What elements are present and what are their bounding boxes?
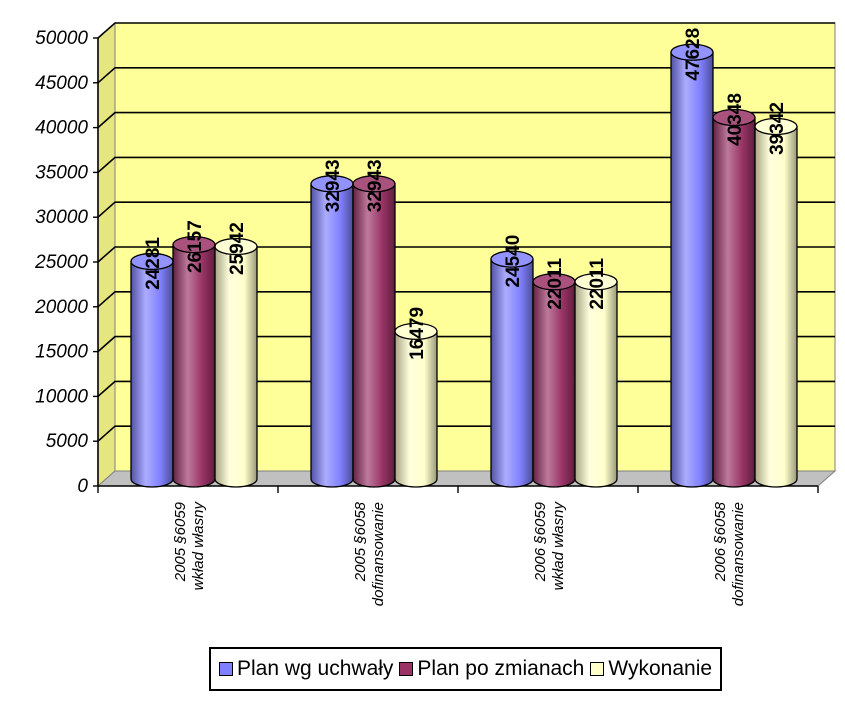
- y-tick-label: 35000: [35, 162, 88, 183]
- gridline: [97, 111, 835, 129]
- gridline: [97, 201, 835, 218]
- legend-swatch: [399, 662, 414, 676]
- value-labels: 24281 26157 25942 32943 32943 16479 24540 22011…: [143, 28, 788, 360]
- bar-body: [490, 258, 534, 488]
- bar-body: [394, 330, 438, 488]
- gridline: [97, 156, 835, 173]
- gridline: [97, 246, 835, 263]
- legend-label: Plan wg uchwały: [237, 657, 394, 680]
- bar-body: [172, 243, 216, 488]
- bar-top: [394, 322, 438, 340]
- legend: Plan wg uchwały Plan po zmianach Wykonanie: [209, 647, 723, 691]
- bar: [310, 175, 354, 488]
- y-tick-label: 10000: [35, 386, 88, 407]
- gridline: [97, 67, 835, 84]
- bar: [754, 117, 798, 488]
- bar: [394, 322, 438, 488]
- bar-body: [352, 183, 396, 488]
- data-label: 16479: [407, 307, 428, 360]
- x-tick-label: 2005 §6058dofinansowanie: [352, 501, 387, 606]
- legend-item: Wykonanie: [590, 657, 712, 681]
- bar-top: [214, 237, 258, 256]
- bar: [352, 175, 396, 488]
- x-tick-label: 2006 §6059wkład własny: [532, 501, 567, 591]
- y-tick-label: 40000: [35, 118, 88, 139]
- y-tick-label: 25000: [34, 252, 88, 273]
- y-tick-label: 45000: [35, 73, 88, 94]
- bar-body: [754, 125, 798, 488]
- bar: [574, 273, 618, 488]
- bar-top: [352, 175, 396, 193]
- y-tick-label: 5000: [46, 431, 89, 452]
- data-label: 24281: [143, 237, 164, 290]
- data-label: 24540: [503, 235, 524, 288]
- bar-body: [670, 51, 714, 488]
- legend-label: Wykonanie: [608, 657, 713, 680]
- y-tick-label: 0: [77, 476, 88, 497]
- data-label: 32943: [365, 159, 386, 212]
- bar-body: [214, 245, 258, 488]
- y-tick-label: 20000: [34, 297, 88, 318]
- data-label: 47628: [683, 28, 704, 81]
- legend-item: Plan wg uchwały: [219, 657, 393, 681]
- bar-body: [130, 260, 174, 488]
- bar: [214, 237, 258, 488]
- bar-body: [310, 183, 354, 488]
- data-label: 22011: [545, 257, 566, 309]
- bar-top: [754, 117, 798, 136]
- bars: [130, 43, 798, 488]
- x-tick-label: 2006 §6058dofinansowanie: [712, 501, 747, 606]
- bar-top: [670, 43, 714, 61]
- y-tick-label: 15000: [35, 342, 88, 363]
- data-label: 25942: [227, 222, 248, 275]
- data-label: 22011: [587, 257, 608, 309]
- y-tick-label: 30000: [35, 207, 88, 228]
- bar: [172, 235, 216, 488]
- x-tick-label: 2005 §6059wkład własny: [172, 501, 207, 591]
- y-tick-label: 50000: [35, 28, 88, 49]
- bar-body: [712, 116, 756, 488]
- data-label: 26157: [185, 220, 206, 273]
- bar: [670, 43, 714, 488]
- bar: [712, 108, 756, 488]
- bar-top: [574, 273, 618, 291]
- bar-top: [490, 250, 534, 268]
- legend-label: Plan po zmianach: [417, 657, 585, 680]
- bar-body: [574, 281, 618, 488]
- bar-body: [532, 281, 576, 488]
- legend-swatch: [590, 662, 605, 676]
- axes: 0 5000 10000 15000 20000 25000 30000 35000 40000…: [34, 28, 819, 606]
- data-label: 40348: [725, 93, 746, 146]
- bar-top: [712, 108, 756, 127]
- data-label: 32943: [323, 159, 344, 212]
- legend-swatch: [219, 662, 233, 676]
- data-label: 39342: [767, 102, 788, 155]
- legend-item: Plan po zmianach: [399, 657, 584, 681]
- gridline: [97, 22, 835, 39]
